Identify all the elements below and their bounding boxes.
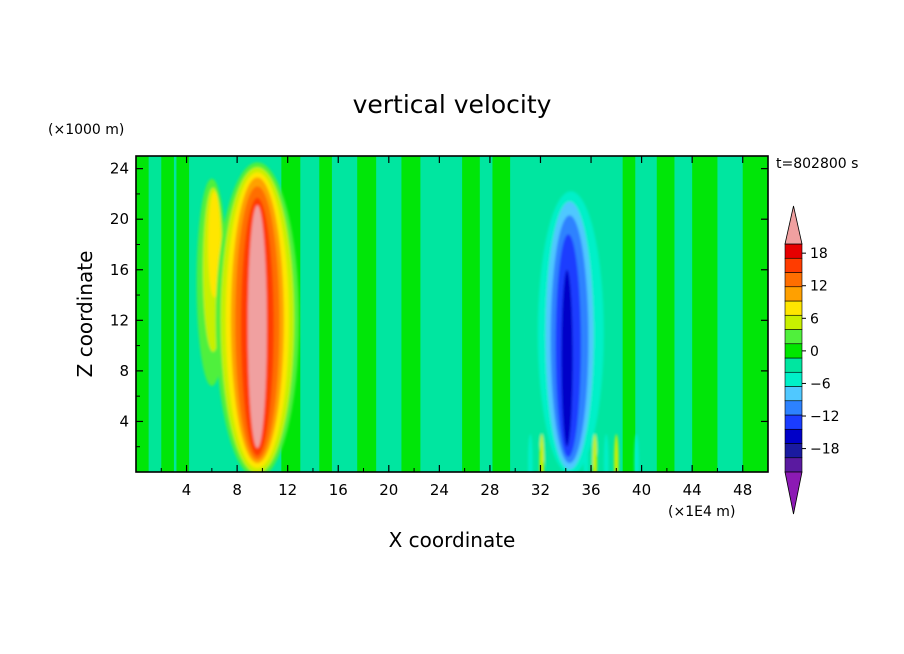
colorbar-tick-label: −12 (810, 409, 840, 425)
colorbar-bin-7 (784, 357, 803, 373)
y-tick-label: 16 (110, 261, 129, 279)
x-tick-label: 36 (581, 481, 600, 499)
colorbar-bin-1 (784, 443, 803, 459)
x-tick-label: 8 (232, 481, 242, 499)
plot-area (136, 156, 768, 472)
y-tick-label: 8 (119, 362, 129, 380)
x-tick-label: 12 (278, 481, 297, 499)
field-streak-7 (492, 156, 511, 472)
x-axis-label: X coordinate (389, 528, 516, 552)
updraft-contour-7 (256, 219, 264, 409)
surface-spike-5 (614, 434, 619, 472)
colorbar-tick-label: 12 (810, 279, 828, 295)
time-label: t=802800 s (776, 156, 858, 172)
colorbar-bin-2 (784, 428, 803, 444)
surface-spike-3 (592, 434, 598, 472)
colorbar-bin-9 (784, 329, 803, 345)
colorbar-bin-13 (784, 272, 803, 288)
x-unit-label: (×1E4 m) (668, 504, 735, 520)
updraft-layer (196, 162, 300, 472)
surface-spike-4 (603, 434, 609, 472)
colorbar-bin-14 (784, 257, 803, 273)
colorbar-tick-label: 0 (810, 344, 819, 360)
chart-title: vertical velocity (353, 90, 552, 119)
x-tick-label: 16 (329, 481, 348, 499)
colorbar-over-arrow (784, 205, 803, 245)
x-tick-label: 4 (182, 481, 192, 499)
field-streak-4 (357, 156, 377, 472)
colorbar-bin-3 (784, 414, 803, 430)
downdraft-layer (521, 168, 639, 472)
colorbar-bin-10 (784, 314, 803, 330)
downdraft-contour-5 (561, 269, 573, 447)
colorbar-bin-0 (784, 457, 803, 473)
colorbar-bin-12 (784, 286, 803, 302)
surface-spike-6 (634, 434, 639, 472)
colorbar-bin-8 (784, 343, 803, 359)
x-tick-label: 40 (632, 481, 651, 499)
field-streak-11 (742, 156, 768, 472)
field-streak-8 (622, 156, 636, 472)
x-tick-label: 20 (379, 481, 398, 499)
y-unit-label: (×1000 m) (48, 122, 124, 138)
colorbar: −18 −12 −6 0 6 12 18 (784, 205, 840, 515)
x-axis: 4 8 12 16 20 24 28 32 36 40 44 48 (160, 156, 752, 499)
field-layer (136, 156, 768, 472)
field-streak-3 (319, 156, 332, 472)
colorbar-bin-5 (784, 386, 803, 402)
y-tick-label: 20 (110, 210, 129, 228)
field-streak-6 (462, 156, 480, 472)
plot-frame (135, 155, 769, 473)
field-streak-14 (429, 156, 436, 472)
field-streak-13 (338, 156, 346, 472)
y-tick-label: 12 (110, 311, 129, 329)
colorbar-bin-15 (784, 243, 803, 259)
colorbar-bin-11 (784, 300, 803, 316)
colorbar-tick-label: 6 (810, 311, 819, 327)
surface-spike-1 (539, 434, 545, 472)
field-streak-12 (148, 156, 162, 472)
x-tick-label: 28 (480, 481, 499, 499)
colorbar-bin-4 (784, 400, 803, 416)
y-tick-label: 4 (119, 412, 129, 430)
x-tick-label: 48 (733, 481, 752, 499)
secondary-updraft-core (208, 191, 221, 298)
field-streak-10 (692, 156, 718, 472)
field-streak-1 (176, 156, 190, 472)
y-axis: 4 8 12 16 20 24 (110, 160, 768, 448)
y-axis-label: Z coordinate (73, 251, 97, 378)
x-tick-label: 44 (683, 481, 702, 499)
x-tick-label: 32 (531, 481, 550, 499)
surface-spike-2 (583, 434, 589, 472)
colorbar-tick-label: −18 (810, 442, 840, 458)
colorbar-under-arrow (784, 471, 803, 515)
surface-spike-0 (528, 434, 533, 472)
colorbar-tick-label: −6 (810, 376, 831, 392)
y-tick-label: 24 (110, 160, 129, 178)
field-streak-9 (656, 156, 675, 472)
colorbar-bin-6 (784, 371, 803, 387)
field-streak-5 (401, 156, 421, 472)
x-tick-label: 24 (430, 481, 449, 499)
colorbar-tick-label: 18 (810, 246, 828, 262)
